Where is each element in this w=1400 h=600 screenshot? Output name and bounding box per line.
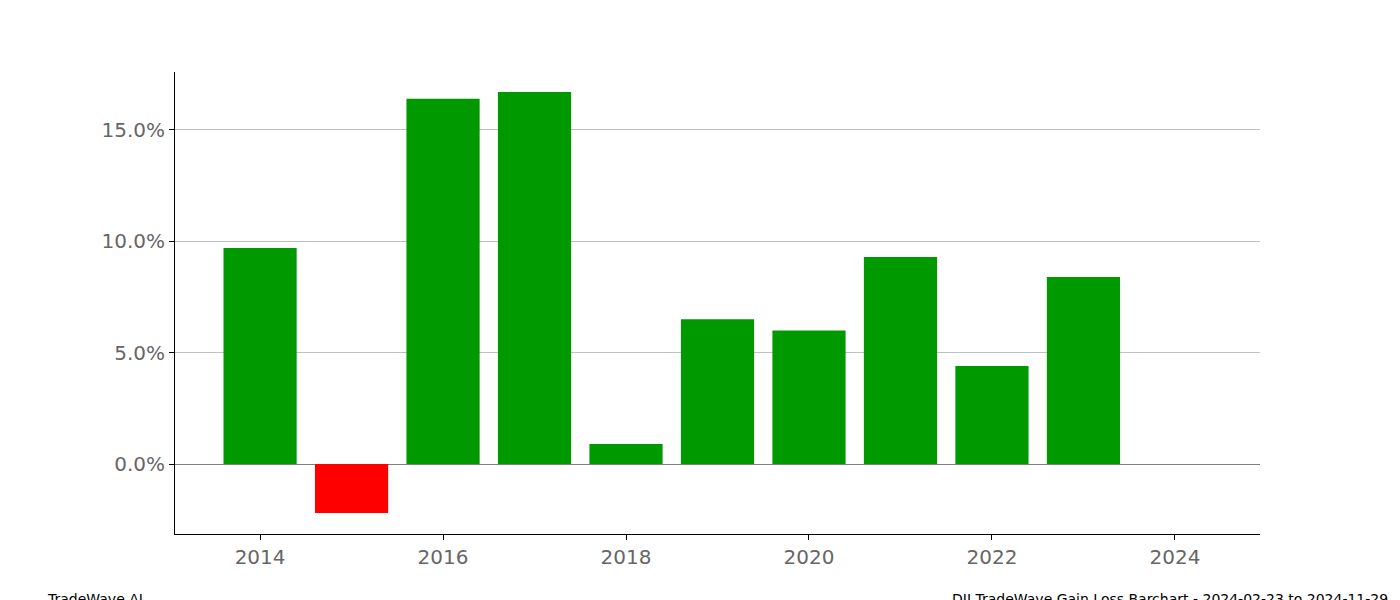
svg-text:2018: 2018 — [601, 545, 652, 569]
svg-text:DJI TradeWave Gain Loss Barcha: DJI TradeWave Gain Loss Barchart - 2024-… — [952, 591, 1388, 600]
svg-text:15.0%: 15.0% — [101, 118, 165, 142]
svg-text:2016: 2016 — [418, 545, 469, 569]
svg-text:0.0%: 0.0% — [114, 452, 165, 476]
svg-text:2014: 2014 — [235, 545, 286, 569]
svg-text:2022: 2022 — [966, 545, 1017, 569]
svg-text:2020: 2020 — [784, 545, 835, 569]
svg-text:TradeWave.AI: TradeWave.AI — [47, 591, 143, 600]
svg-text:2024: 2024 — [1149, 545, 1200, 569]
svg-text:10.0%: 10.0% — [101, 229, 165, 253]
svg-text:5.0%: 5.0% — [114, 341, 165, 365]
